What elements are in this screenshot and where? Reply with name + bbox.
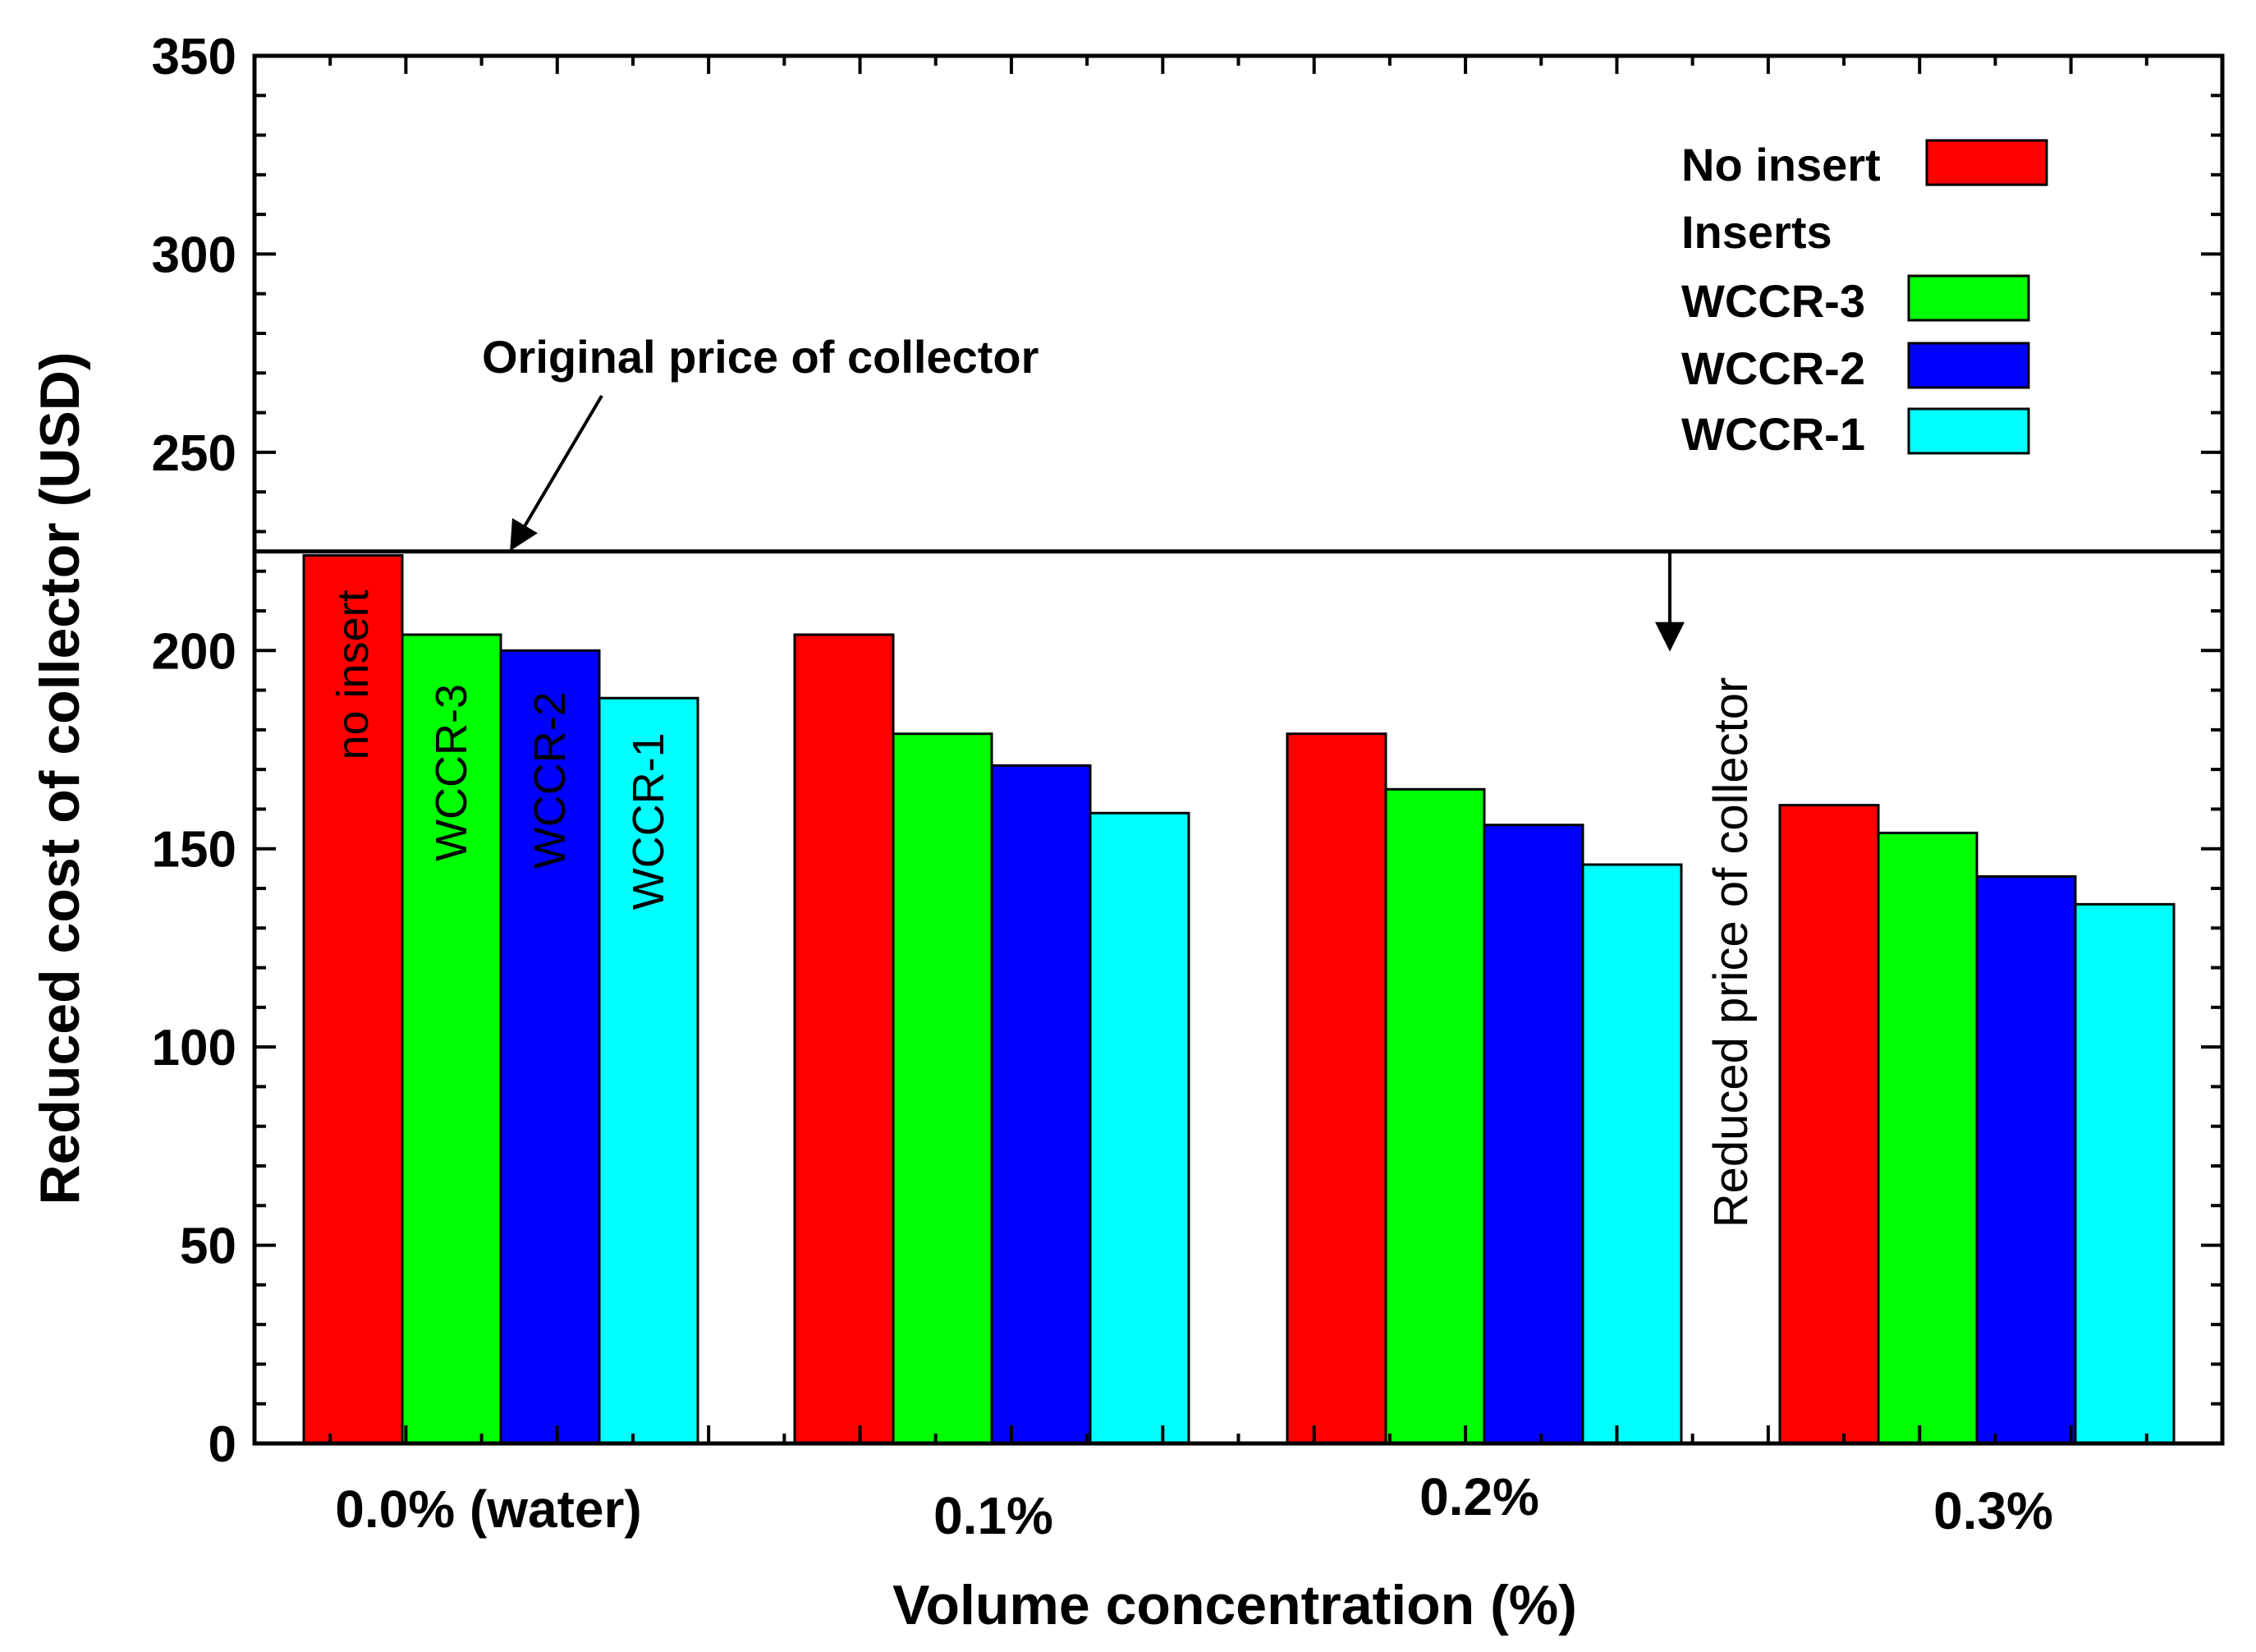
category-label-2: 0.2% <box>1419 1467 1539 1526</box>
bar-label-1: WCCR-3 <box>427 684 476 861</box>
category-label-0: 0.0% (water) <box>335 1480 641 1539</box>
legend-swatch-wccr-2 <box>1907 342 2030 389</box>
y-tick-label-150: 150 <box>152 822 236 879</box>
legend-swatch-wccr-1 <box>1907 407 2030 455</box>
legend-swatch-no-insert <box>1925 139 2048 186</box>
bar-wccr-3-2 <box>1384 787 1486 1445</box>
x-axis-title: Volume concentration (%) <box>892 1574 1577 1636</box>
y-tick-label-250: 250 <box>152 425 236 482</box>
bar-wccr-1-3 <box>2074 902 2176 1445</box>
bar-label-0: no insert <box>328 590 378 759</box>
legend-group-heading: Inserts <box>1681 206 1832 258</box>
legend-label-wccr-3: WCCR-3 <box>1681 275 1865 327</box>
bar-no-insert-1 <box>793 633 895 1445</box>
bar-wccr-1-2 <box>1581 863 1683 1445</box>
y-tick-label-0: 0 <box>209 1416 236 1473</box>
legend-label-wccr-1: WCCR-1 <box>1681 408 1865 460</box>
bar-no-insert-2 <box>1286 732 1387 1445</box>
legend-label-no-insert: No insert <box>1681 139 1881 190</box>
bar-wccr-1-1 <box>1089 811 1190 1445</box>
bar-wccr-3-3 <box>1877 831 1979 1445</box>
bar-no-insert-3 <box>1778 804 1880 1445</box>
legend-label-wccr-2: WCCR-2 <box>1681 342 1865 394</box>
bar-label-2: WCCR-2 <box>525 691 575 869</box>
bar-wccr-1-0 <box>598 696 699 1445</box>
bar-label-3: WCCR-1 <box>624 732 673 910</box>
bar-wccr-2-1 <box>990 764 1092 1445</box>
bar-wccr-3-0 <box>401 633 502 1445</box>
y-axis-title: Reduced cost of collector (USD) <box>29 351 91 1205</box>
y-tick-label-200: 200 <box>152 623 236 680</box>
y-tick-label-100: 100 <box>152 1020 236 1076</box>
y-tick-label-50: 50 <box>180 1218 236 1275</box>
bar-wccr-3-1 <box>892 732 993 1445</box>
original-price-arrow <box>510 394 603 552</box>
y-tick-label-300: 300 <box>152 227 236 283</box>
bar-wccr-2-3 <box>1975 875 2077 1445</box>
category-label-1: 0.1% <box>933 1486 1053 1545</box>
original-price-annotation: Original price of collector <box>482 331 1039 383</box>
reduced-price-annotation: Reduced price of collector <box>1704 677 1758 1228</box>
category-label-3: 0.3% <box>1933 1481 2053 1540</box>
bar-wccr-2-2 <box>1483 824 1584 1445</box>
legend-swatch-wccr-3 <box>1907 274 2030 322</box>
y-tick-label-350: 350 <box>152 29 236 85</box>
